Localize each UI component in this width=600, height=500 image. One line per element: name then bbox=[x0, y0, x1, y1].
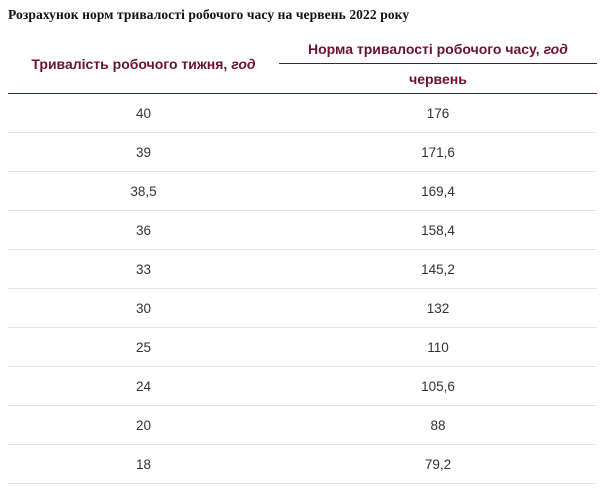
table-row: 40 176 bbox=[8, 93, 597, 133]
week-hours-cell: 33 bbox=[8, 249, 279, 289]
column-header-week-unit: год bbox=[231, 55, 256, 72]
header-row-month: червень bbox=[8, 63, 597, 94]
week-hours-cell: 38,5 bbox=[8, 171, 279, 211]
norm-hours-cell: 110 bbox=[278, 327, 597, 367]
working-time-norms-table: Тривалість робочого тижня, год Норма три… bbox=[8, 34, 597, 484]
table-row: 25 110 bbox=[8, 327, 597, 367]
norm-hours-cell: 169,4 bbox=[278, 171, 597, 211]
column-header-week-label: Тривалість робочого тижня, bbox=[31, 55, 232, 72]
table-row: 20 88 bbox=[8, 405, 597, 445]
week-hours-cell: 39 bbox=[8, 132, 279, 172]
column-header-norm: Норма тривалості робочого часу, год bbox=[278, 34, 597, 64]
table-header: Тривалість робочого тижня, год Норма три… bbox=[8, 34, 597, 94]
week-hours-cell: 40 bbox=[8, 93, 279, 133]
norm-hours-cell: 176 bbox=[278, 93, 597, 133]
norm-hours-cell: 171,6 bbox=[278, 132, 597, 172]
table-body: 40 176 39 171,6 38,5 169,4 36 158,4 33 1… bbox=[8, 93, 597, 484]
week-hours-cell: 24 bbox=[8, 366, 279, 406]
week-hours-cell: 30 bbox=[8, 288, 279, 328]
table-row: 30 132 bbox=[8, 288, 597, 328]
norm-hours-cell: 145,2 bbox=[278, 249, 597, 289]
table-row: 36 158,4 bbox=[8, 210, 597, 250]
table-row: 18 79,2 bbox=[8, 444, 597, 484]
column-header-norm-label: Норма тривалості робочого часу, bbox=[308, 40, 544, 57]
norm-hours-cell: 105,6 bbox=[278, 366, 597, 406]
norm-hours-cell: 158,4 bbox=[278, 210, 597, 250]
table-row: 39 171,6 bbox=[8, 132, 597, 172]
norm-hours-cell: 79,2 bbox=[278, 444, 597, 484]
week-hours-cell: 36 bbox=[8, 210, 279, 250]
week-hours-cell: 18 bbox=[8, 444, 279, 484]
norm-hours-cell: 132 bbox=[278, 288, 597, 328]
norm-hours-cell: 88 bbox=[278, 405, 597, 445]
column-header-norm-unit: год bbox=[543, 40, 568, 57]
table-row: 33 145,2 bbox=[8, 249, 597, 289]
page-title: Розрахунок норм тривалості робочого часу… bbox=[8, 7, 410, 22]
table-row: 24 105,6 bbox=[8, 366, 597, 406]
column-subheader-month: червень bbox=[278, 63, 597, 94]
table-row: 38,5 169,4 bbox=[8, 171, 597, 211]
header-row-main: Тривалість робочого тижня, год Норма три… bbox=[8, 34, 597, 94]
week-hours-cell: 20 bbox=[8, 405, 279, 445]
week-hours-cell: 25 bbox=[8, 327, 279, 367]
column-header-week-duration: Тривалість робочого тижня, год bbox=[8, 34, 279, 94]
